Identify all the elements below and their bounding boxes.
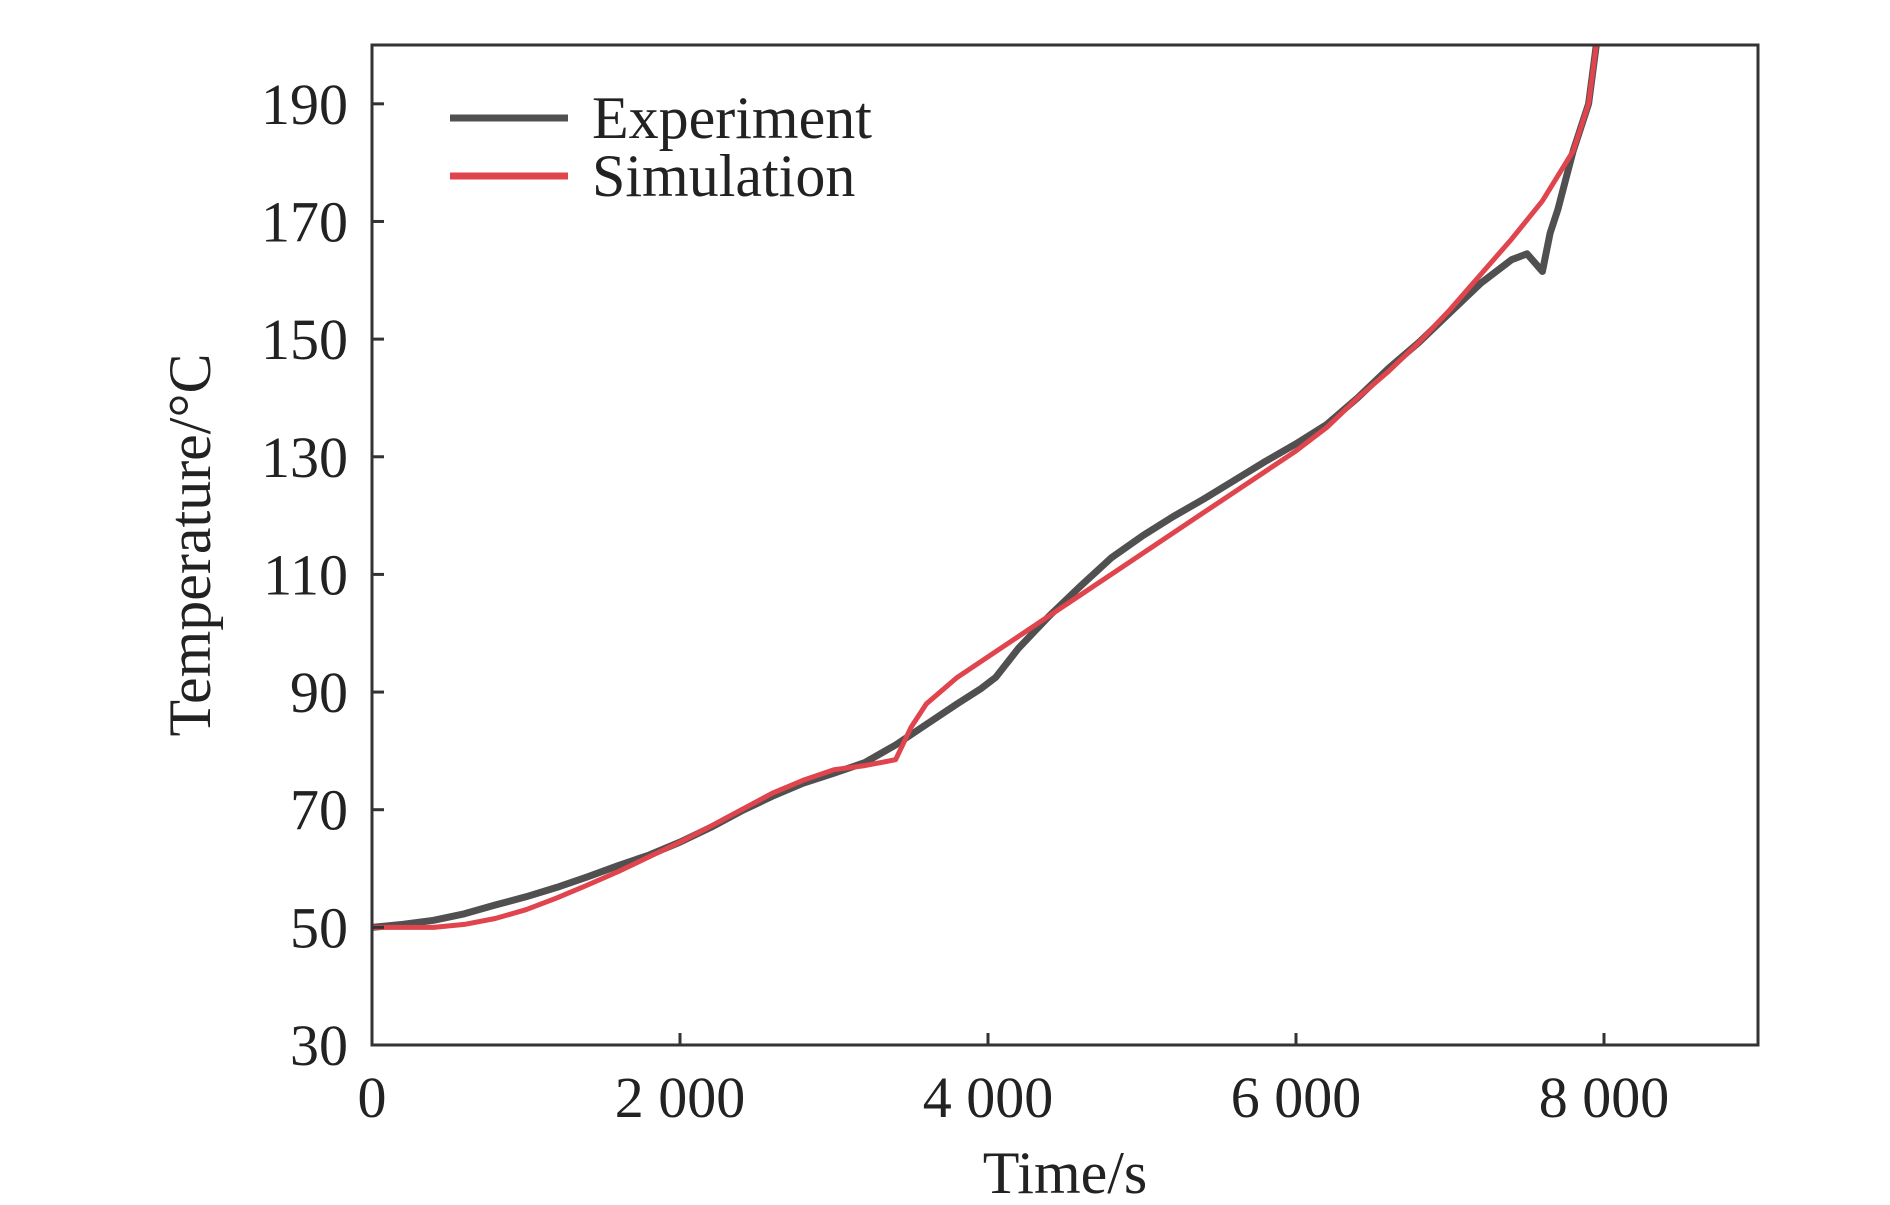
- plot-frame: [370, 43, 1760, 1047]
- x-tick-label: 0: [358, 1065, 387, 1130]
- y-tick-label: 30: [290, 1013, 348, 1078]
- y-tick-label: 90: [290, 660, 348, 725]
- y-tick-label: 130: [261, 425, 348, 490]
- y-tick-label: 150: [261, 307, 348, 372]
- series-line-experiment: [372, 45, 1600, 931]
- y-tick-label: 190: [261, 72, 348, 137]
- series-layer: [372, 45, 1600, 931]
- x-tick-label: 6 000: [1231, 1065, 1362, 1130]
- y-tick-label: 110: [263, 542, 348, 607]
- x-axis-ticks: 0 2 000 4 000 6 000 8 000: [358, 1033, 1670, 1130]
- y-axis-ticks: 30 50 70 90 110 130 150 170 190: [261, 72, 384, 1078]
- y-tick-label: 170: [261, 189, 348, 254]
- x-tick-label: 4 000: [923, 1065, 1054, 1130]
- legend-label-simulation: Simulation: [592, 143, 855, 209]
- x-axis-title: Time/s: [983, 1140, 1148, 1205]
- y-axis-title: Temperature/°C: [157, 354, 223, 737]
- legend: Experiment Simulation: [450, 85, 872, 209]
- x-tick-label: 8 000: [1539, 1065, 1670, 1130]
- series-line-simulation: [372, 45, 1599, 930]
- x-tick-label: 2 000: [615, 1065, 746, 1130]
- y-tick-label: 50: [290, 895, 348, 960]
- y-tick-label: 70: [290, 778, 348, 843]
- legend-label-experiment: Experiment: [592, 85, 872, 151]
